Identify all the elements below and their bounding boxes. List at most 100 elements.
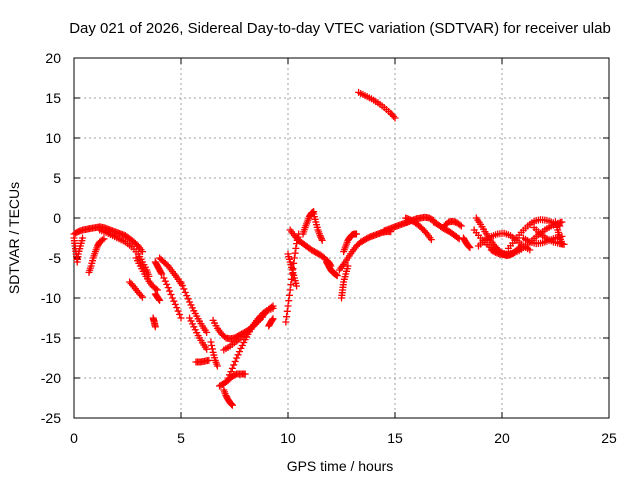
data-point [177, 314, 185, 322]
x-tick-label: 5 [177, 430, 185, 446]
chart-title: Day 021 of 2026, Sidereal Day-to-day VTE… [69, 20, 611, 37]
series-arc14 [192, 356, 213, 366]
data-point [465, 243, 473, 251]
data-point [100, 235, 108, 243]
data-point [160, 274, 168, 282]
data-point [138, 293, 146, 301]
data-point [170, 297, 178, 305]
data-point [228, 401, 236, 409]
data-point [427, 236, 435, 244]
data-point [283, 313, 291, 321]
y-tick-label: -25 [41, 410, 61, 426]
data-point [318, 235, 326, 243]
data-point [184, 295, 192, 303]
data-point [224, 374, 232, 382]
series-arc7 [149, 314, 159, 331]
y-tick-label: 20 [45, 50, 61, 66]
series-arc32 [380, 218, 412, 235]
data-point [230, 361, 238, 369]
data-point [333, 272, 341, 280]
data-point [207, 338, 215, 346]
series-arc37 [459, 234, 474, 252]
data-point [180, 285, 188, 293]
series-arc8 [151, 258, 166, 278]
series-arc31 [355, 88, 399, 122]
y-tick-label: 15 [45, 90, 61, 106]
data-point [466, 244, 474, 252]
y-tick-label: -5 [49, 250, 62, 266]
data-point [228, 400, 236, 408]
data-point [226, 371, 234, 379]
data-point [282, 318, 290, 326]
x-axis-label: GPS time / hours [287, 458, 394, 474]
data-point [235, 348, 243, 356]
data-point [290, 254, 298, 262]
y-tick-label: 0 [53, 210, 61, 226]
x-tick-label: 20 [494, 430, 510, 446]
series-arc28 [338, 262, 352, 302]
data-point [287, 281, 295, 289]
data-point [176, 311, 184, 319]
data-point [174, 307, 182, 315]
data-point [99, 236, 107, 244]
series-arc9 [151, 290, 164, 304]
series-arc42 [504, 216, 564, 252]
data-point [268, 316, 276, 324]
data-point [241, 370, 249, 378]
y-tick-label: -15 [41, 330, 61, 346]
data-point [269, 304, 277, 312]
data-point [138, 248, 146, 256]
data-point [178, 281, 186, 289]
data-point [156, 296, 164, 304]
data-point [391, 114, 399, 122]
data-point [227, 368, 235, 376]
data-point [286, 286, 294, 294]
series-arc36 [440, 217, 465, 230]
plot-frame [73, 57, 610, 419]
data-point [208, 345, 216, 353]
data-point [318, 236, 326, 244]
data-points [70, 88, 568, 409]
series-arc30 [340, 230, 360, 256]
data-point [526, 246, 534, 254]
data-point [208, 341, 216, 349]
y-axis-label: SDTVAR / TECUs [6, 182, 22, 294]
series-arc27 [323, 258, 341, 280]
series-arc34 [404, 213, 438, 226]
data-point [352, 230, 360, 238]
series-arc39 [472, 214, 519, 260]
x-tick-label: 0 [70, 430, 78, 446]
series-arc21 [265, 315, 277, 330]
data-point [163, 280, 171, 288]
axis-ticks [73, 57, 610, 419]
data-point [231, 357, 239, 365]
data-point [456, 221, 464, 229]
series-arc12 [177, 278, 211, 336]
series-arc2 [70, 234, 87, 266]
x-tick-label: 25 [601, 430, 617, 446]
series-arc5 [126, 278, 146, 301]
data-point [79, 234, 87, 242]
data-point [234, 351, 242, 359]
x-tick-label: 15 [387, 430, 403, 446]
data-point [291, 249, 299, 257]
series-arc4 [96, 226, 153, 280]
data-point [284, 302, 292, 310]
data-point [167, 291, 175, 299]
data-point [152, 285, 160, 293]
data-point [177, 278, 185, 286]
data-point [464, 242, 472, 250]
y-tick-label: -10 [41, 290, 61, 306]
data-point [173, 304, 181, 312]
grid-lines [74, 58, 609, 418]
series-arc26 [310, 210, 326, 244]
series-arc20 [220, 313, 266, 354]
data-point [153, 286, 161, 294]
data-point [166, 287, 174, 295]
data-point [317, 233, 325, 241]
y-tick-label: -20 [41, 370, 61, 386]
data-point [516, 243, 524, 251]
series-arc45 [552, 218, 566, 248]
data-point [292, 244, 300, 252]
data-point [183, 292, 191, 300]
